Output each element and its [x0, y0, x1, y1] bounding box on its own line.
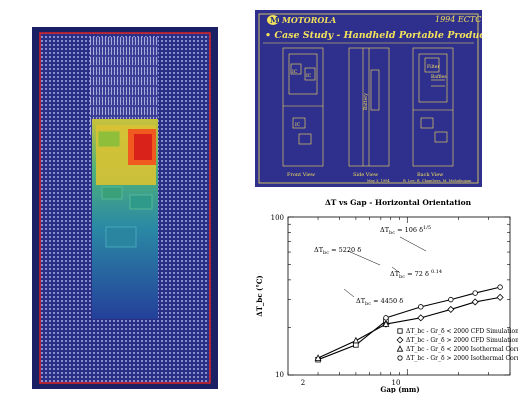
conference-label: 1994 ECTC — [435, 15, 481, 24]
plot-frame — [287, 216, 511, 376]
slide-title: • Case Study - Handheld Portable Product — [265, 30, 482, 41]
x-tick-2: 2 — [301, 379, 305, 387]
slide-authors: R. Lee, B. Chambers, M. Mahalingam — [403, 179, 472, 183]
x-tick-10: 10 — [392, 379, 401, 387]
side-view-label: Side View — [353, 172, 379, 178]
axis-ticks — [287, 216, 511, 376]
filter-label: Filter — [427, 64, 440, 70]
y-tick-100: 100 — [271, 214, 284, 222]
y-tick-10: 10 — [275, 371, 284, 379]
series-triangle — [314, 320, 390, 361]
front-view-drawing — [282, 47, 324, 167]
cfd-thermal-image — [32, 27, 218, 389]
legend-label: ΔT_bc - Gr_δ > 2000 CFD Simulation — [406, 337, 518, 344]
y-axis-label: ΔT_bc (°C) — [255, 275, 264, 316]
motorola-logo-icon — [267, 15, 279, 25]
slide-date: May 3, 1994 — [367, 179, 390, 183]
side-view-drawing — [348, 47, 390, 167]
annotation-106: ΔTbc = 106 δ1/5 — [380, 225, 431, 236]
data-point-circle — [497, 284, 503, 290]
svg-text:IC: IC — [292, 69, 298, 75]
legend-label: ΔT_bc - Gr_δ > 2000 Isothermal Corr. — [406, 355, 518, 362]
data-point-circle — [383, 315, 389, 321]
data-point-circle — [448, 296, 454, 303]
x-axis-label: Gap (mm) — [380, 385, 419, 393]
series-layer — [314, 284, 504, 363]
chart-legend: ΔT_bc - Gr_δ < 2000 CFD Simulation ΔT_bc … — [396, 328, 521, 362]
data-point-diamond — [447, 305, 455, 313]
battery-label: Battery — [363, 93, 369, 110]
annotation-4450: ΔTbc = 4450 δ — [356, 297, 403, 307]
cfd-velocity-field — [32, 27, 218, 389]
back-view-label: Back View — [417, 172, 444, 178]
svg-text:M: M — [270, 15, 279, 25]
brand-name: MOTOROLA — [281, 15, 336, 25]
annotation-5220: ΔTbc = 5220 δ — [314, 246, 361, 256]
data-point-diamond — [417, 314, 425, 322]
data-point-triangle — [314, 354, 322, 361]
baffles-label: Baffles — [431, 74, 447, 80]
data-point-circle — [418, 304, 424, 310]
case-study-slide: M MOTOROLA 1994 ECTC • Case Study - Hand… — [255, 10, 490, 187]
legend-marker-circle — [397, 355, 403, 361]
back-view-drawing — [412, 47, 454, 167]
series-circle — [383, 284, 503, 321]
data-point-diamond — [496, 293, 504, 301]
legend-label: ΔT_bc - Gr_δ < 2000 Isothermal Corr. — [406, 346, 518, 353]
data-point-triangle — [382, 320, 390, 327]
data-point-triangle — [352, 336, 360, 344]
series-line-triangle — [317, 323, 387, 359]
svg-text:IC: IC — [295, 122, 301, 128]
delta-t-vs-gap-chart: ΔT vs Gap - Horizontal Orientation 2 10 … — [250, 193, 521, 394]
legend-label: ΔT_bc - Gr_δ < 2000 CFD Simulation — [406, 328, 518, 335]
legend-marker-diamond — [396, 336, 404, 344]
chart-title: ΔT vs Gap - Horizontal Orientation — [325, 198, 472, 207]
legend-marker-square — [397, 328, 403, 334]
data-point-circle — [472, 290, 478, 296]
legend-marker-triangle — [396, 345, 404, 352]
annotation-72: ΔTbc = 72 δ 0.14 — [390, 269, 442, 280]
series-square — [315, 318, 389, 363]
data-point-diamond — [471, 298, 479, 306]
front-view-label: Front View — [287, 172, 316, 178]
svg-text:IC: IC — [306, 73, 312, 79]
